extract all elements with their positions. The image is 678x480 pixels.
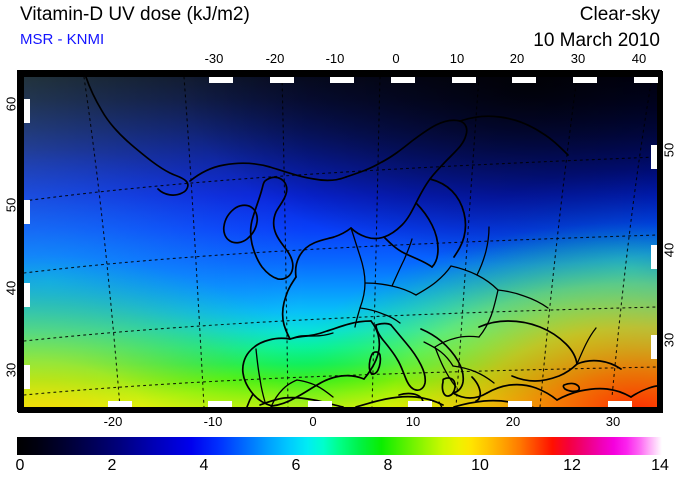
country-borders	[255, 226, 597, 407]
tick-label-bottom-4: 20	[505, 414, 521, 429]
map-field	[24, 77, 657, 407]
colorbar-tick-4: 8	[383, 457, 393, 474]
tick-label-top-1: -20	[265, 51, 285, 66]
date-label: 10 March 2010	[533, 30, 660, 51]
tick-label-top-3: 0	[392, 51, 400, 66]
tick-label-top-2: -10	[325, 51, 345, 66]
tick-bottom-2	[308, 401, 332, 407]
tick-bottom-5	[608, 401, 632, 407]
tick-left-1	[24, 200, 30, 224]
tick-label-left-1: 50	[3, 197, 19, 213]
tick-label-top-0: -30	[204, 51, 224, 66]
colorbar-tick-6: 12	[563, 457, 581, 474]
tick-label-top-7: 40	[631, 51, 647, 66]
colorbar-gradient	[17, 437, 662, 455]
tick-top-5	[512, 77, 536, 83]
tick-top-3	[391, 77, 415, 83]
colorbar-tick-3: 6	[291, 457, 301, 474]
tick-label-bottom-1: -10	[203, 414, 223, 429]
tick-bottom-4	[508, 401, 532, 407]
map-plot-panel	[17, 70, 663, 413]
colorbar-tick-0: 0	[15, 457, 25, 474]
tick-top-2	[330, 77, 354, 83]
tick-bottom-0	[108, 401, 132, 407]
tick-left-3	[24, 365, 30, 389]
tick-right-2	[651, 335, 657, 359]
tick-label-right-1: 40	[661, 242, 677, 258]
tick-label-left-2: 40	[3, 280, 19, 296]
tick-right-0	[651, 145, 657, 169]
colorbar	[17, 437, 662, 455]
tick-bottom-3	[408, 401, 432, 407]
colorbar-tick-2: 4	[199, 457, 209, 474]
tick-top-0	[209, 77, 233, 83]
colorbar-tick-1: 2	[107, 457, 117, 474]
tick-right-1	[651, 245, 657, 269]
tick-label-left-3: 30	[3, 362, 19, 378]
map-axes-frame	[18, 71, 663, 413]
tick-top-7	[634, 77, 658, 83]
tick-left-2	[24, 283, 30, 307]
tick-label-left-0: 60	[3, 96, 19, 112]
tick-label-bottom-3: 10	[405, 414, 421, 429]
tick-label-bottom-0: -20	[103, 414, 123, 429]
condition-label: Clear-sky	[579, 4, 660, 25]
tick-label-right-2: 30	[661, 332, 677, 348]
tick-left-0	[24, 99, 30, 123]
colorbar-tick-7: 14	[651, 457, 669, 474]
tick-top-6	[573, 77, 597, 83]
tick-label-right-0: 50	[661, 142, 677, 158]
uv-dose-field	[24, 77, 657, 407]
tick-bottom-1	[208, 401, 232, 407]
tick-top-4	[452, 77, 476, 83]
coastlines	[85, 77, 657, 407]
page-title: Vitamin-D UV dose (kJ/m2)	[20, 4, 250, 25]
tick-label-bottom-5: 30	[605, 414, 621, 429]
colorbar-tick-5: 10	[471, 457, 489, 474]
tick-label-top-5: 20	[509, 51, 525, 66]
map-svg	[24, 77, 657, 407]
tick-label-top-6: 30	[570, 51, 586, 66]
chart-header: Vitamin-D UV dose (kJ/m2) MSR - KNMI Cle…	[0, 0, 678, 60]
source-label: MSR - KNMI	[20, 31, 105, 48]
tick-label-bottom-2: 0	[309, 414, 317, 429]
tick-label-top-4: 10	[449, 51, 465, 66]
tick-top-1	[270, 77, 294, 83]
